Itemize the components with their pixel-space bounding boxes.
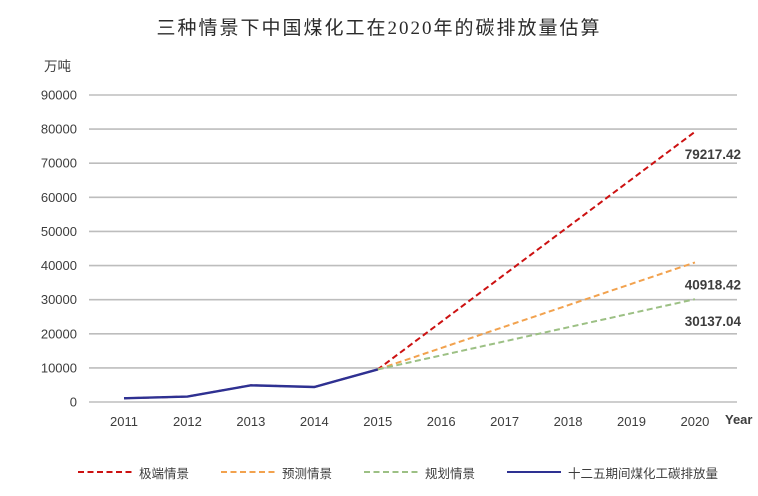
legend-item-historical-emissions: 十二五期间煤化工碳排放量	[507, 463, 718, 482]
x-tick-label: 2017	[490, 414, 519, 429]
y-tick-label: 40000	[41, 258, 77, 273]
plot-area: 0 10000 20000 30000 40000 50000 60000 70000 8000…	[41, 88, 742, 430]
dashed-line-swatch-red	[77, 470, 132, 474]
chart-title: 三种情景下中国煤化工在2020年的碳排放量估算	[156, 18, 602, 39]
y-tick-label: 80000	[41, 122, 77, 137]
x-tick-label: 2011	[110, 414, 138, 429]
y-axis-unit-label: 万吨	[44, 59, 71, 74]
y-tick-label: 10000	[41, 360, 77, 375]
x-tick-label: 2016	[427, 414, 456, 429]
series-line-1	[377, 261, 696, 371]
y-tick-label: 0	[70, 395, 77, 410]
legend-label: 极端情景	[138, 466, 189, 481]
y-tick-label: 70000	[41, 156, 77, 171]
legend-label: 预测情景	[281, 466, 332, 481]
data-label: 30137.04	[685, 314, 742, 329]
solid-line-swatch-navy	[507, 470, 562, 474]
y-tick-label: 30000	[41, 292, 77, 307]
x-axis-label: Year	[725, 412, 753, 427]
x-tick-label: 2015	[363, 414, 392, 429]
x-tick-label: 2018	[554, 414, 583, 429]
x-tick-label: 2019	[617, 414, 646, 429]
series-line-2	[377, 298, 696, 371]
legend-item-planning-scenario: 规划情景	[364, 463, 475, 482]
y-tick-label: 90000	[41, 88, 77, 103]
data-label: 40918.42	[685, 277, 741, 292]
legend-label: 规划情景	[425, 466, 476, 481]
y-tick-label: 20000	[41, 326, 77, 341]
x-tick-label: 2020	[680, 414, 709, 429]
legend-item-forecast-scenario: 预测情景	[220, 463, 332, 482]
dashed-line-swatch-green	[364, 470, 418, 474]
x-tick-label: 2014	[300, 414, 329, 429]
legend-label: 十二五期间煤化工碳排放量	[568, 466, 719, 481]
series-line-3	[123, 368, 379, 400]
legend: 极端情景 预测情景 规划情景 十二五期间煤化工碳排放量	[0, 462, 758, 482]
x-tick-label: 2013	[236, 414, 265, 429]
y-tick-label: 60000	[41, 190, 77, 205]
data-label: 79217.42	[685, 147, 741, 162]
dashed-line-swatch-orange	[220, 470, 275, 474]
y-tick-label: 50000	[41, 224, 77, 239]
x-tick-label: 2012	[173, 414, 202, 429]
legend-item-extreme-scenario: 极端情景	[77, 463, 189, 482]
